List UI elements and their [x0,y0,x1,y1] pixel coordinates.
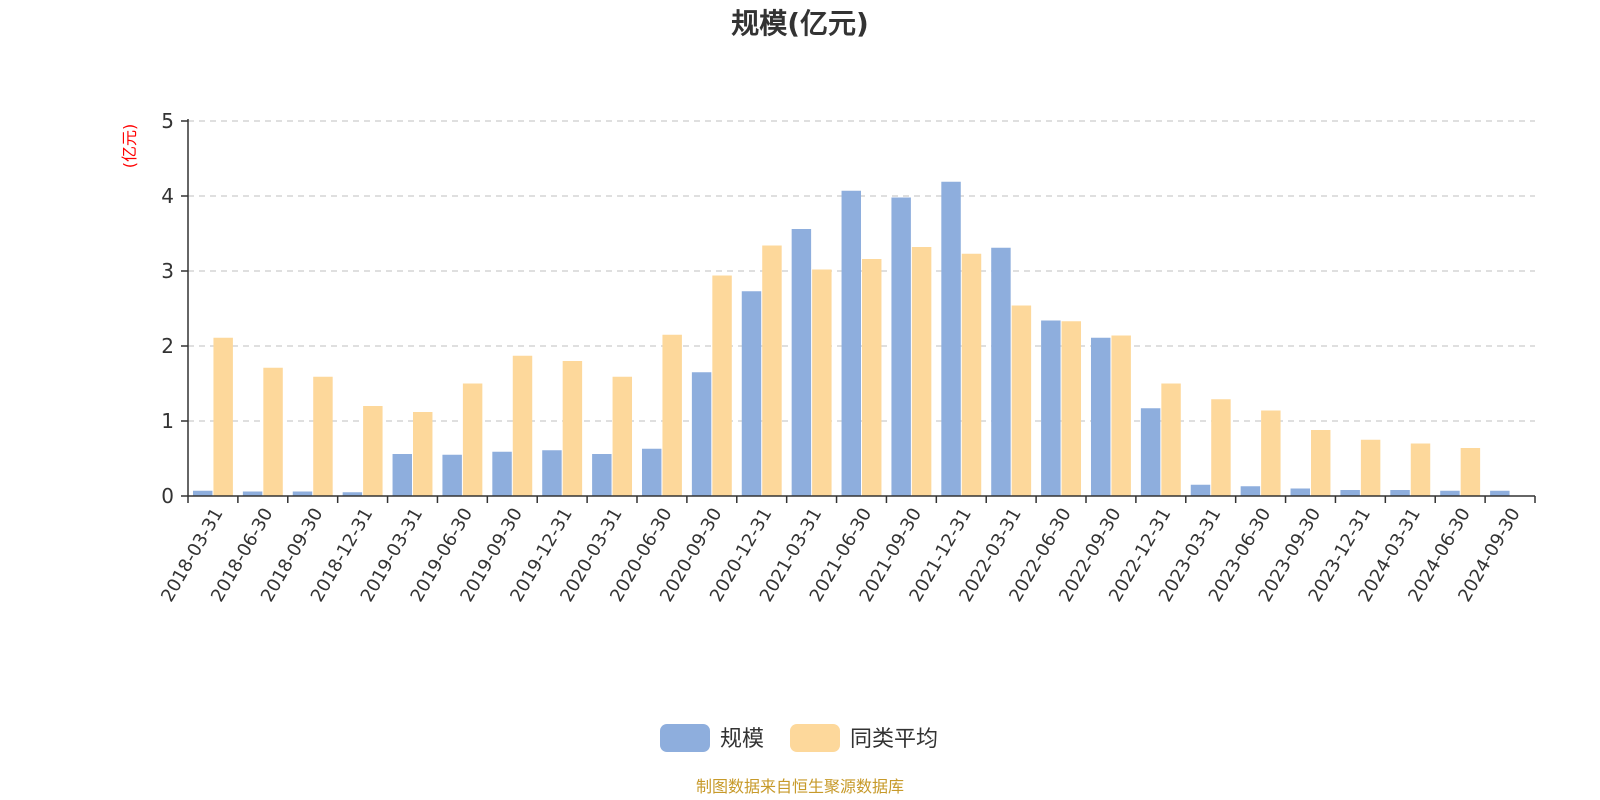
bar-scale [1240,486,1261,496]
bar-peer-average [861,259,882,496]
bar-peer-average [1161,383,1181,496]
legend-swatch [660,724,710,752]
bar-peer-average [263,367,283,496]
bar-scale [941,181,961,496]
bar-scale [1190,484,1211,496]
bar-scale [592,454,612,496]
bar-scale [1140,408,1161,496]
axes [181,119,1536,503]
bar-peer-average [562,361,583,496]
bar-peer-average [1261,410,1281,496]
bar-peer-average [412,412,433,496]
legend: 规模 同类平均 [660,724,938,752]
bar-peer-average [712,275,732,496]
bar-peer-average [612,376,633,496]
bar-peer-average [662,334,682,496]
bar-peer-average [812,269,832,496]
bar-peer-average [512,355,533,496]
legend-label: 同类平均 [850,727,938,752]
bar-peer-average [1011,305,1032,496]
bar-peer-average [363,406,383,496]
bar-peer-average [1111,335,1131,496]
bar-peer-average [1061,321,1082,496]
y-tick-label: 0 [161,484,174,508]
bar-peer-average [961,253,982,496]
bar-peer-average [1310,430,1331,496]
bar-peer-average [911,247,932,496]
chart-title: 规模(亿元) [731,7,869,40]
legend-swatch [790,724,840,752]
bar-scale [841,190,862,496]
y-tick-label: 5 [161,109,174,133]
bar-scale [691,372,712,496]
legend-label: 规模 [720,727,764,752]
y-tick-label: 2 [161,334,174,358]
bar-scale [1440,490,1460,496]
bar-scale [442,454,462,496]
grid-lines [188,120,1535,422]
bar-scale [641,448,662,496]
y-tick-label: 1 [161,409,174,433]
bar-scale [242,491,263,496]
bar-scale [991,247,1011,496]
source-note: 制图数据来自恒生聚源数据库 [696,777,904,796]
bar-scale [292,491,313,496]
bar-scale [192,490,213,496]
bar-scale [891,197,911,496]
bar-scale [1390,490,1410,496]
bar-scale [392,454,413,496]
bar-scale [342,492,363,496]
y-tick-labels: 0 1 2 3 4 5 [161,109,174,508]
bar-peer-average [462,383,483,496]
bar-peer-average [213,337,233,496]
bar-scale [791,229,812,496]
bar-scale [1041,320,1061,496]
bar-scale [492,451,512,496]
bar-scale [1490,490,1510,496]
y-tick-label: 4 [161,184,174,208]
x-tick-labels: 2018-03-312018-06-302018-09-302018-12-31… [157,505,1525,606]
bar-scale [741,291,762,496]
bar-scale [1340,490,1360,496]
bar-peer-average [1460,448,1481,496]
y-tick-label: 3 [161,259,174,283]
y-axis-unit-label: (亿元) [120,124,139,169]
bar-peer-average [313,376,333,496]
bar-scale [542,450,562,496]
bar-peer-average [1410,443,1431,496]
bar-scale [1290,488,1311,496]
bar-scale [1090,337,1111,496]
bar-peer-average [1211,399,1231,496]
bar-peer-average [1360,439,1381,496]
bars-group [192,181,1510,496]
bar-peer-average [762,245,782,496]
